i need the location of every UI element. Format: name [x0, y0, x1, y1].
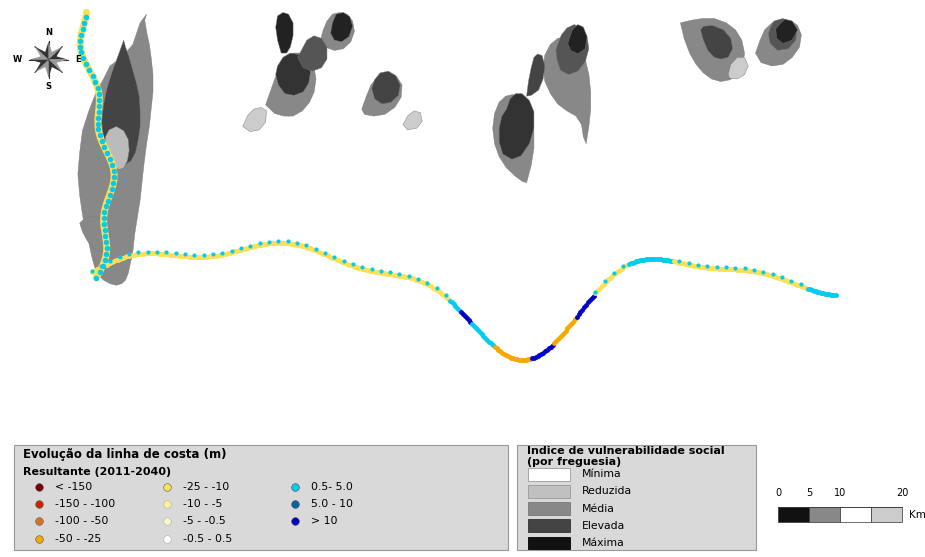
Polygon shape	[49, 47, 68, 60]
Text: Evolução da linha de costa (m): Evolução da linha de costa (m)	[23, 448, 227, 461]
Text: -150 - -100: -150 - -100	[55, 499, 116, 509]
Text: Média: Média	[582, 504, 614, 514]
Polygon shape	[526, 54, 545, 96]
Text: 10: 10	[834, 488, 846, 499]
Text: E: E	[76, 55, 81, 64]
Polygon shape	[756, 19, 801, 66]
Bar	[517, 444, 756, 550]
Polygon shape	[769, 18, 796, 51]
Polygon shape	[403, 111, 422, 130]
Polygon shape	[276, 53, 311, 95]
Bar	[528, 536, 570, 549]
Polygon shape	[543, 37, 591, 144]
Polygon shape	[30, 47, 49, 60]
Polygon shape	[681, 18, 745, 81]
Text: 5.0 - 10: 5.0 - 10	[312, 499, 353, 509]
Polygon shape	[493, 95, 534, 183]
Text: -100 - -50: -100 - -50	[55, 516, 108, 526]
Text: N: N	[45, 28, 52, 37]
Polygon shape	[298, 36, 327, 71]
Text: -25 - -10: -25 - -10	[183, 482, 229, 492]
Polygon shape	[276, 12, 293, 53]
Text: 20: 20	[896, 488, 908, 499]
Polygon shape	[49, 41, 62, 60]
Text: -10 - -5: -10 - -5	[183, 499, 223, 509]
Bar	[779, 507, 809, 522]
Polygon shape	[321, 12, 354, 51]
Text: -5 - -0.5: -5 - -0.5	[183, 516, 226, 526]
Polygon shape	[30, 60, 49, 72]
Polygon shape	[242, 108, 266, 131]
Text: Km: Km	[909, 510, 925, 520]
Bar	[14, 444, 509, 550]
Text: S: S	[45, 82, 52, 91]
Polygon shape	[700, 26, 733, 59]
Polygon shape	[35, 41, 49, 60]
Polygon shape	[49, 60, 68, 72]
Polygon shape	[49, 60, 62, 77]
Bar	[528, 468, 570, 481]
Text: Resultante (2011-2040): Resultante (2011-2040)	[23, 467, 171, 477]
Polygon shape	[500, 94, 534, 159]
Text: 0.5- 5.0: 0.5- 5.0	[312, 482, 353, 492]
Bar	[871, 507, 902, 522]
Polygon shape	[330, 12, 352, 42]
Polygon shape	[556, 25, 589, 75]
Text: -50 - -25: -50 - -25	[55, 534, 101, 544]
Bar	[840, 507, 871, 522]
Text: Máxima: Máxima	[582, 538, 624, 548]
Bar	[528, 502, 570, 515]
Text: < -150: < -150	[55, 482, 92, 492]
Text: Reduzida: Reduzida	[582, 486, 632, 496]
Polygon shape	[362, 73, 402, 116]
Bar	[528, 485, 570, 498]
Text: 5: 5	[807, 488, 812, 499]
Bar	[528, 519, 570, 532]
Polygon shape	[105, 126, 130, 169]
Polygon shape	[35, 60, 49, 77]
Text: -0.5 - 0.5: -0.5 - 0.5	[183, 534, 232, 544]
Text: 0: 0	[775, 488, 782, 499]
Polygon shape	[776, 19, 797, 43]
Polygon shape	[728, 57, 748, 79]
Text: Mínima: Mínima	[582, 470, 622, 479]
Text: W: W	[12, 55, 21, 64]
Text: > 10: > 10	[312, 516, 338, 526]
Polygon shape	[372, 71, 401, 104]
Polygon shape	[102, 40, 141, 164]
Polygon shape	[80, 216, 110, 252]
Polygon shape	[78, 14, 153, 285]
Bar	[809, 507, 840, 522]
Text: Indice de vulnerabilidade social
(por freguesia): Indice de vulnerabilidade social (por fr…	[526, 446, 724, 467]
Polygon shape	[265, 53, 316, 116]
Polygon shape	[568, 25, 587, 54]
Text: Elevada: Elevada	[582, 521, 624, 531]
